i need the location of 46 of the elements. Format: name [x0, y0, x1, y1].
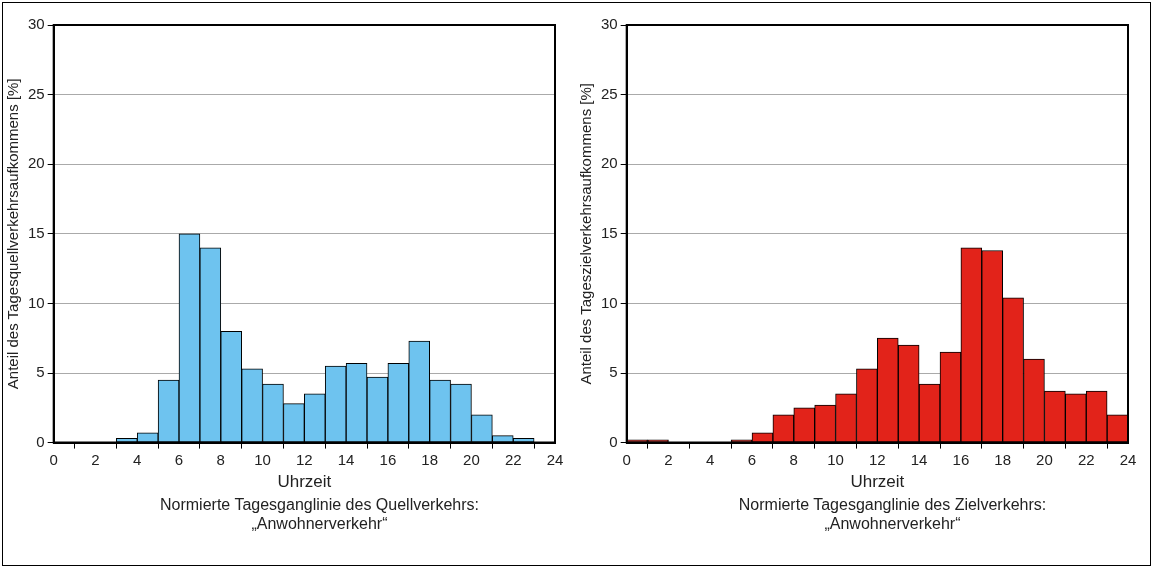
x-tick-label: 24	[546, 450, 564, 468]
x-tick-label: 6	[747, 450, 757, 468]
x-tick-label: 12	[869, 450, 886, 468]
x-tick-label: 22	[1077, 450, 1095, 468]
x-tick-label: 2	[664, 450, 673, 468]
y-tick-label: 20	[601, 154, 618, 172]
y-tick-label: 25	[601, 84, 618, 102]
x-tick-label: 4	[133, 450, 142, 468]
x-tick-label: 4	[706, 450, 715, 468]
y-tick-label: 0	[609, 432, 618, 450]
x-tick-label: 10	[254, 450, 271, 468]
y-axis-title: Anteil des Tagesquellverkehrsaufkommens [%]	[4, 78, 22, 390]
x-tick-label: 16	[952, 450, 970, 468]
y-tick-label: 15	[601, 223, 618, 241]
x-tick-label: 6	[174, 450, 184, 468]
x-tick-label: 10	[827, 450, 844, 468]
y-tick-label: 15	[28, 223, 45, 241]
y-tick-label: 10	[601, 293, 618, 311]
x-tick-label: 14	[337, 450, 355, 468]
x-tick-label: 2	[91, 450, 100, 468]
x-tick-label: 8	[216, 450, 225, 468]
x-tick-label: 8	[789, 450, 798, 468]
y-tick-label: 5	[609, 363, 618, 381]
x-tick-label: 18	[421, 450, 439, 468]
y-tick-label: 30	[601, 15, 618, 33]
x-tick-label: 0	[622, 450, 631, 468]
x-tick-label: 24	[1119, 450, 1137, 468]
text: Normierte Tagesganglinie des Zielverkehrs: „Anwohnerverkehr“	[737, 495, 1048, 533]
y-tick-label: 30	[28, 15, 45, 33]
x-axis-title: Uhrzeit	[277, 472, 332, 492]
x-tick-label: 12	[296, 450, 313, 468]
x-tick-label: 14	[910, 450, 928, 468]
x-tick-label: 22	[504, 450, 522, 468]
y-tick-label: 5	[36, 363, 45, 381]
y-tick-label: 20	[28, 154, 45, 172]
x-tick-label: 20	[463, 450, 480, 468]
x-tick-label: 0	[49, 450, 58, 468]
y-tick-label: 25	[28, 84, 45, 102]
y-axis-title: Anteil des Tageszielverkehrsaufkommens [%]	[577, 83, 595, 385]
y-tick-label: 0	[36, 432, 45, 450]
x-tick-label: 18	[994, 450, 1012, 468]
y-tick-label: 10	[28, 293, 45, 311]
text: Normierte Tagesganglinie des Quellverkehrs: „Anwohnerverkehr“	[159, 495, 480, 533]
x-tick-label: 16	[379, 450, 397, 468]
x-axis-title: Uhrzeit	[850, 472, 905, 492]
x-tick-label: 20	[1036, 450, 1053, 468]
